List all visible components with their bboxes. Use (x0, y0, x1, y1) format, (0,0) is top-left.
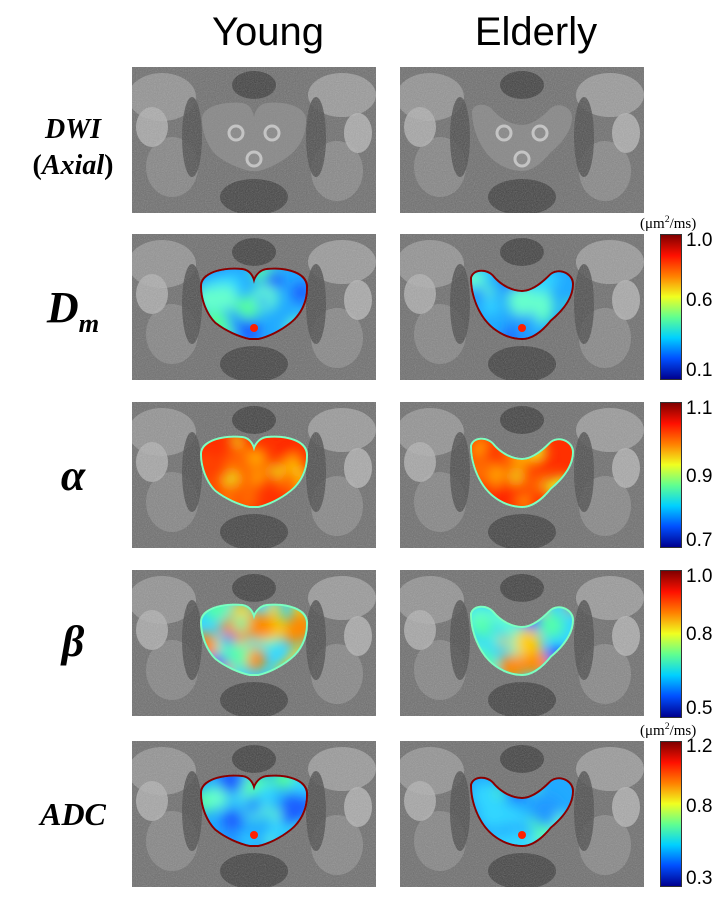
row-label-dm: Dm (46, 283, 100, 338)
adc-colorbar (660, 741, 682, 887)
beta-colorbar (660, 570, 682, 718)
dm-tick-mid: 0.6 (686, 290, 713, 311)
row-label-beta: β (61, 617, 85, 666)
row-label-dwi-line2: (Axial) (32, 150, 114, 181)
beta-tick-max: 1.0 (686, 566, 713, 587)
column-header-elderly: Elderly (474, 10, 598, 54)
adc-tick-max: 1.2 (686, 736, 713, 757)
alpha-tick-mid: 0.9 (686, 466, 713, 487)
row-label-adc: ADC (40, 796, 106, 832)
dm-elderly-map (400, 234, 644, 380)
alpha-colorbar (660, 402, 682, 548)
adc-tick-mid: 0.8 (686, 796, 713, 817)
dm-young-map (132, 234, 376, 380)
beta-tick-min: 0.5 (686, 698, 713, 719)
row-label-dwi: DWI (Axial) (14, 112, 132, 184)
beta-elderly-map (400, 570, 644, 716)
alpha-tick-min: 0.7 (686, 530, 713, 551)
dwi-elderly-image (400, 67, 644, 213)
adc-elderly-map (400, 741, 644, 887)
dm-unit-label: (μm2/ms) (640, 214, 697, 232)
adc-unit-label: (μm2/ms) (640, 721, 697, 739)
dm-colorbar (660, 234, 682, 380)
row-label-dwi-line1: DWI (44, 114, 101, 145)
beta-tick-mid: 0.8 (686, 624, 713, 645)
dm-tick-min: 0.1 (686, 360, 713, 381)
column-header-young: Young (212, 10, 324, 54)
row-label-alpha: α (60, 451, 86, 500)
dm-tick-max: 1.0 (686, 230, 713, 251)
dwi-young-image (132, 67, 376, 213)
adc-tick-min: 0.3 (686, 868, 713, 889)
alpha-young-map (132, 402, 376, 548)
alpha-tick-max: 1.1 (686, 398, 713, 419)
alpha-elderly-map (400, 402, 644, 548)
adc-young-map (132, 741, 376, 887)
beta-young-map (132, 570, 376, 716)
